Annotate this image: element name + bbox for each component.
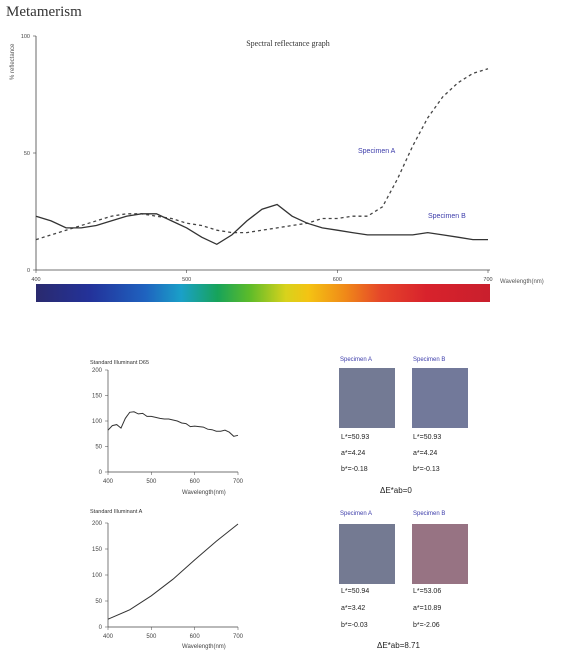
cmp1-swatch-b (412, 368, 468, 428)
d65-x-axis-label: Wavelength(nm) (182, 490, 226, 496)
cmp2-specimen-b-heading: Specimen B (413, 511, 446, 517)
d65-curve (107, 411, 239, 437)
cmp1-specimen-a-heading: Specimen A (340, 357, 373, 363)
a-ytick-label: 150 (92, 547, 103, 553)
cmp2-a-b: b*=-0.03 (341, 622, 368, 629)
cmp2-b-b: b*=-2.06 (413, 622, 440, 629)
a-xtick-label: 700 (233, 634, 244, 640)
main-xtick-label: 600 (333, 277, 342, 283)
d65-ytick-label: 50 (95, 445, 102, 451)
specimen-b-curve (35, 203, 488, 246)
cmp2-b-a: a*=10.89 (413, 605, 442, 612)
cmp1-a-b: b*=-0.18 (341, 466, 368, 473)
chart-title: Spectral reflectance graph (246, 39, 330, 48)
specimen-a-label: Specimen A (358, 148, 396, 155)
d65-xtick-label: 600 (190, 479, 201, 485)
d65-ytick-label: 200 (92, 368, 103, 374)
x-axis-label: Wavelength(nm) (500, 279, 544, 285)
main-xtick-label: 400 (31, 277, 40, 283)
cmp2-a-L: L*=50.94 (341, 588, 370, 595)
main-ytick-label: 0 (27, 268, 30, 274)
a-ytick-label: 0 (99, 625, 103, 631)
cmp1-b-a: a*=4.24 (413, 450, 438, 457)
cmp1-swatch-a (339, 368, 395, 428)
main-ytick-label: 50 (24, 151, 30, 157)
d65-xtick-label: 400 (103, 479, 114, 485)
d65-xtick-label: 700 (233, 479, 244, 485)
main-ytick-label: 100 (21, 34, 30, 40)
a-title: Standard Illuminant A (90, 509, 143, 515)
page-title: Metamerism (6, 4, 82, 20)
cmp1-a-a: a*=4.24 (341, 450, 366, 457)
main-xtick-label: 500 (182, 277, 191, 283)
a-x-axis-label: Wavelength(nm) (182, 644, 226, 650)
cmp1-a-L: L*=50.93 (341, 434, 370, 441)
spectral-reflectance-chart: Spectral reflectance graph % reflectance… (10, 34, 544, 285)
cmp2-swatch-b (412, 524, 468, 584)
cmp1-b-b: b*=-0.13 (413, 466, 440, 473)
specimen-b-label: Specimen B (428, 213, 466, 220)
a-ytick-label: 100 (92, 573, 103, 579)
a-xtick-label: 500 (146, 634, 157, 640)
a-xtick-label: 600 (190, 634, 201, 640)
a-xtick-label: 400 (103, 634, 114, 640)
d65-ytick-label: 0 (99, 470, 103, 476)
d65-ytick-label: 150 (92, 394, 103, 400)
a-curve (107, 523, 239, 620)
cmp2-delta-e: ΔE*ab=8.71 (377, 641, 420, 650)
visible-spectrum-bar (36, 284, 490, 302)
cmp2-b-L: L*=53.06 (413, 588, 442, 595)
d65-xtick-label: 500 (146, 479, 157, 485)
y-axis-label: % reflectance (10, 43, 16, 80)
a-ytick-label: 50 (95, 599, 102, 605)
cmp1-b-L: L*=50.93 (413, 434, 442, 441)
d65-title: Standard Illuminant D65 (90, 360, 149, 366)
specimen-a-curve (35, 68, 489, 241)
cmp2-a-a: a*=3.42 (341, 605, 366, 612)
cmp1-delta-e: ΔE*ab=0 (380, 486, 412, 495)
cmp1-specimen-b-heading: Specimen B (413, 357, 446, 363)
a-ytick-label: 200 (92, 521, 103, 527)
d65-ytick-label: 100 (92, 419, 103, 425)
main-xtick-label: 700 (483, 277, 492, 283)
cmp2-swatch-a (339, 524, 395, 584)
cmp2-specimen-a-heading: Specimen A (340, 511, 373, 517)
